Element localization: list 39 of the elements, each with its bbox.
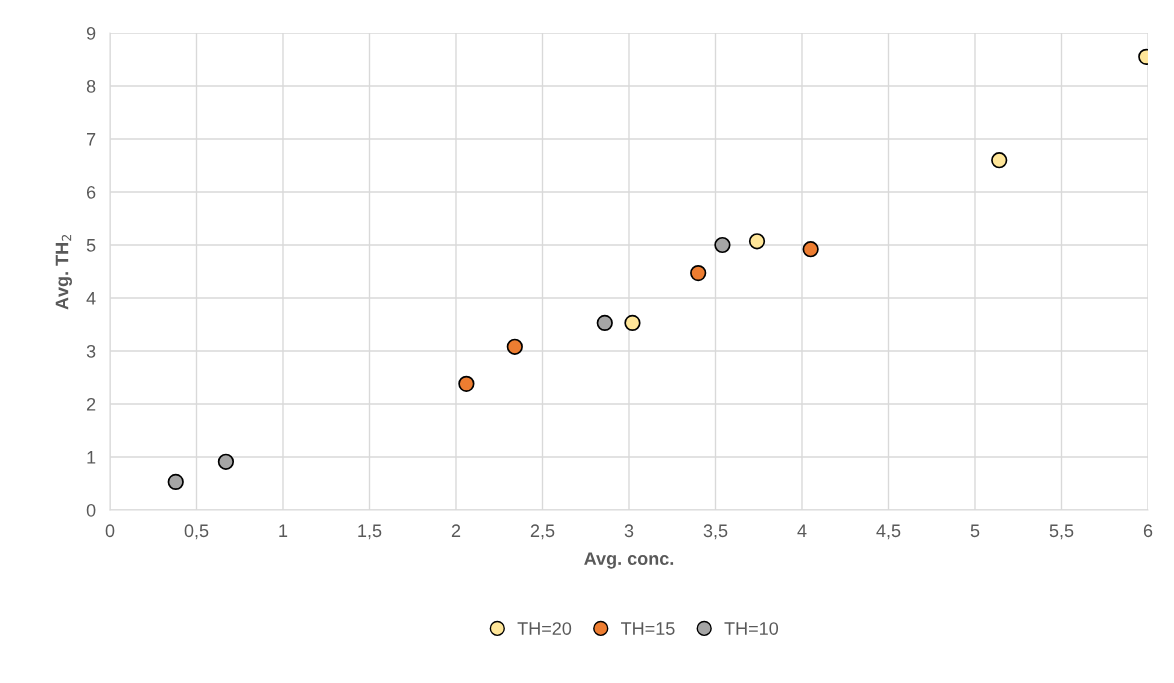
x-tick-label: 6: [1143, 524, 1153, 538]
point: [802, 241, 819, 258]
legend-label: TH=10: [724, 622, 779, 635]
y-tick-label: 8: [86, 79, 96, 93]
point: [596, 314, 613, 332]
point: [690, 264, 707, 282]
x-tick-label: 1: [279, 524, 288, 537]
x-tick-label: 3,5: [703, 524, 728, 540]
y-tick-label: 5: [86, 239, 96, 252]
y-tick-label: 6: [86, 185, 96, 199]
y-axis-title: Avg. TH$_{2}$: [55, 234, 72, 310]
point: [624, 314, 641, 332]
point: [167, 473, 184, 491]
y-tick-label: 3: [86, 344, 96, 358]
legend-label: TH=20: [517, 622, 572, 635]
point: [991, 152, 1008, 169]
legend-label: TH=15: [621, 622, 675, 635]
x-tick-label: 2: [451, 524, 461, 537]
x-tick-label: 2,5: [530, 524, 555, 540]
x-tick-label: 5: [970, 524, 980, 538]
point: [748, 233, 766, 250]
x-tick-label: 1,5: [358, 524, 382, 540]
x-tick-label: 3: [624, 524, 634, 538]
y-tick-label: 0: [86, 503, 96, 517]
x-tick-label: 0: [105, 524, 115, 538]
x-axis-title: Avg. conc.: [584, 552, 674, 569]
y-tick-label: 1: [87, 451, 96, 464]
x-tick-label: 4: [797, 524, 807, 537]
point: [217, 453, 235, 470]
x-tick-label: 4,5: [876, 524, 901, 540]
point: [714, 236, 731, 254]
y-tick-label: 2: [86, 397, 96, 411]
point: [506, 338, 523, 355]
y-tick-label: 7: [87, 133, 96, 146]
y-tick-label: 4: [86, 292, 96, 305]
y-tick-label: 9: [86, 26, 96, 40]
x-tick-label: 0,5: [184, 524, 209, 540]
point: [458, 375, 475, 392]
x-tick-label: 5,5: [1049, 524, 1074, 540]
